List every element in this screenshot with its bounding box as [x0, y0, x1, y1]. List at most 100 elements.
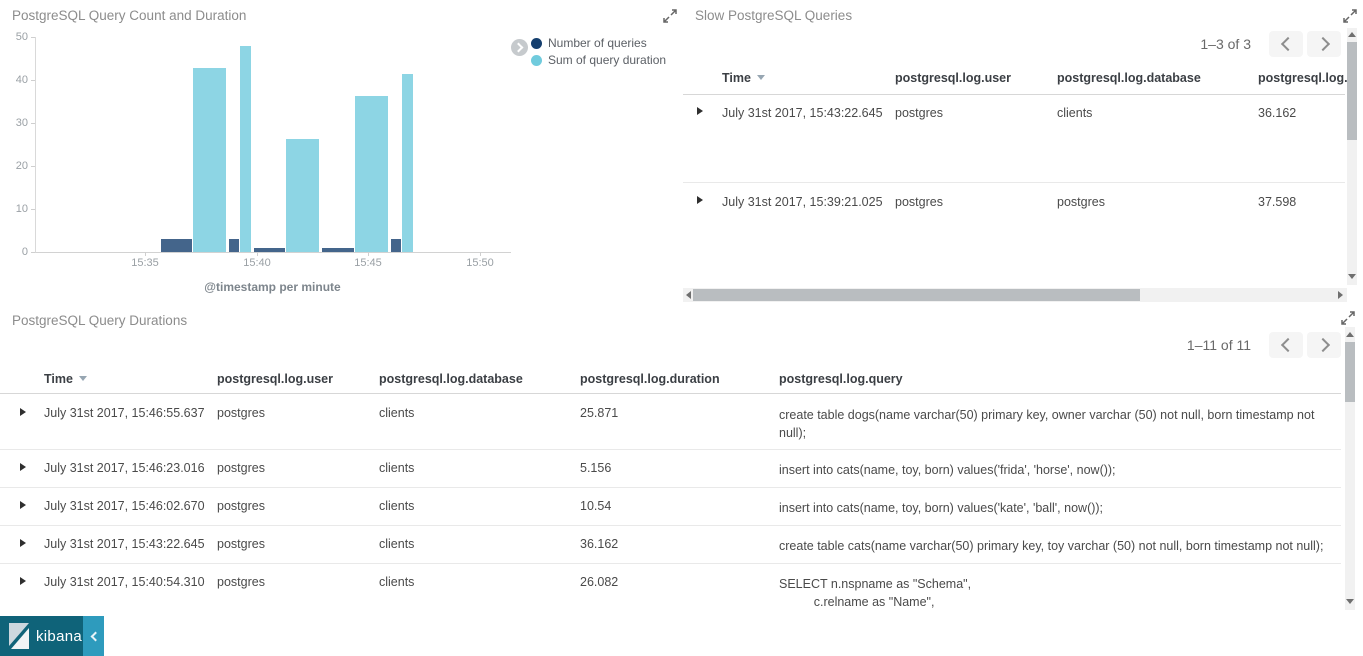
row-expand-caret-icon[interactable]: [20, 463, 26, 471]
panel-query-durations: PostgreSQL Query Durations 1–11 of 11 Ti…: [0, 305, 1363, 612]
pagination-label: 1–11 of 11: [1186, 337, 1251, 353]
scroll-down-icon[interactable]: [1348, 274, 1356, 279]
cell-duration: 37.598: [1258, 195, 1297, 209]
scrollbar-thumb[interactable]: [1347, 42, 1357, 140]
panel-query-count-duration: PostgreSQL Query Count and Duration 0 10 2…: [0, 0, 683, 305]
cell-database: clients: [379, 537, 415, 551]
chart-bar-duration[interactable]: [402, 74, 413, 252]
pagination-label: 1–3 of 3: [1200, 36, 1251, 52]
row-expand-caret-icon[interactable]: [697, 196, 703, 204]
cell-duration: 25.871: [580, 406, 619, 420]
chevron-left-icon: [1280, 36, 1295, 52]
cell-time: July 31st 2017, 15:43:22.645: [44, 537, 205, 551]
cell-user: postgres: [217, 537, 265, 551]
x-axis-tick-mark: [257, 252, 258, 256]
legend-item-duration[interactable]: Sum of query duration: [531, 53, 666, 67]
y-axis-tick-label: 30: [15, 117, 28, 129]
x-axis-tick-label: 15:40: [243, 257, 271, 269]
cell-database: clients: [379, 406, 415, 420]
column-header-duration[interactable]: postgresql.log.: [1258, 71, 1348, 85]
y-axis-tick-mark: [31, 37, 35, 38]
legend-swatch-queries: [531, 37, 542, 49]
legend-item-queries[interactable]: Number of queries: [531, 36, 647, 50]
expand-panel-icon[interactable]: [1343, 9, 1357, 23]
vertical-scrollbar[interactable]: [1345, 327, 1355, 610]
x-axis-tick-label: 15:50: [466, 257, 494, 269]
column-header-query[interactable]: postgresql.log.query: [779, 372, 903, 386]
x-axis-tick-mark: [368, 252, 369, 256]
cell-time: July 31st 2017, 15:40:54.310: [44, 575, 205, 589]
cell-database: clients: [379, 575, 415, 589]
row-expand-caret-icon[interactable]: [20, 539, 26, 547]
chart-bar-queries[interactable]: [391, 239, 401, 252]
cell-duration: 36.162: [580, 537, 619, 551]
chevron-right-icon: [1315, 337, 1330, 353]
x-axis-tick-label: 15:45: [354, 257, 382, 269]
horizontal-scrollbar[interactable]: [683, 288, 1347, 302]
kibana-logo-icon: [9, 623, 29, 649]
chart-bar-duration[interactable]: [240, 46, 251, 252]
cell-duration: 5.156: [580, 461, 612, 475]
panel-slow-queries: Slow PostgreSQL Queries 1–3 of 3 Time po…: [683, 0, 1363, 305]
scroll-down-icon[interactable]: [1346, 599, 1354, 604]
row-expand-caret-icon[interactable]: [697, 107, 703, 115]
column-header-database[interactable]: postgresql.log.database: [379, 372, 523, 386]
x-axis-tick-mark: [480, 252, 481, 256]
chart-bar-duration[interactable]: [193, 68, 226, 252]
expand-panel-icon[interactable]: [1341, 311, 1355, 325]
x-axis-tick-label: 15:35: [131, 257, 159, 269]
cell-user: postgres: [217, 406, 265, 420]
cell-query: create table dogs(name varchar(50) prima…: [779, 408, 1318, 440]
cell-duration: 26.082: [580, 575, 619, 589]
kibana-logo: kibana: [0, 616, 83, 656]
y-axis-tick-label: 0: [21, 246, 28, 258]
cell-user: postgres: [895, 106, 943, 120]
expand-panel-icon[interactable]: [663, 9, 677, 23]
scrollbar-thumb[interactable]: [693, 289, 1140, 301]
cell-query: create table cats(name varchar(50) prima…: [779, 539, 1324, 553]
sidebar-collapse-button[interactable]: [83, 616, 104, 656]
cell-database: clients: [379, 499, 415, 513]
scrollbar-thumb[interactable]: [1345, 342, 1355, 402]
cell-time: July 31st 2017, 15:39:21.025: [722, 195, 883, 209]
y-axis-tick-mark: [31, 123, 35, 124]
scroll-up-icon[interactable]: [1348, 32, 1356, 37]
column-header-user[interactable]: postgresql.log.user: [217, 372, 333, 386]
column-header-database[interactable]: postgresql.log.database: [1057, 71, 1201, 85]
scroll-right-icon[interactable]: [1338, 291, 1343, 299]
chart-bar-duration[interactable]: [355, 96, 388, 252]
column-header-user[interactable]: postgresql.log.user: [895, 71, 1011, 85]
pagination-next-button[interactable]: [1307, 332, 1341, 358]
chart-bar-queries[interactable]: [161, 239, 192, 252]
y-axis-tick-mark: [31, 252, 35, 253]
pagination-next-button[interactable]: [1307, 31, 1341, 57]
chart-bar-duration[interactable]: [286, 139, 319, 252]
row-expand-caret-icon[interactable]: [20, 501, 26, 509]
panel-title: Slow PostgreSQL Queries: [695, 8, 853, 23]
cell-time: July 31st 2017, 15:46:02.670: [44, 499, 205, 513]
legend-toggle-icon[interactable]: [511, 39, 528, 56]
bar-chart-plot: [35, 37, 511, 253]
pagination-prev-button[interactable]: [1269, 31, 1303, 57]
scroll-up-icon[interactable]: [1346, 332, 1354, 337]
column-header-duration[interactable]: postgresql.log.duration: [580, 372, 720, 386]
scroll-left-icon[interactable]: [686, 291, 691, 299]
y-axis-tick-mark: [31, 80, 35, 81]
row-expand-caret-icon[interactable]: [20, 577, 26, 585]
pagination-prev-button[interactable]: [1269, 332, 1303, 358]
cell-query: SELECT n.nspname as "Schema", c.relname …: [779, 577, 972, 609]
chart-bar-queries[interactable]: [322, 248, 354, 252]
column-header-time[interactable]: Time: [44, 372, 87, 386]
row-expand-caret-icon[interactable]: [20, 408, 26, 416]
sort-caret-down-icon: [756, 75, 765, 80]
chart-bar-queries[interactable]: [229, 239, 239, 252]
vertical-scrollbar[interactable]: [1347, 28, 1357, 285]
legend-swatch-duration: [531, 54, 542, 66]
chevron-left-icon: [90, 631, 100, 641]
cell-duration: 10.54: [580, 499, 612, 513]
column-header-time[interactable]: Time: [722, 71, 765, 85]
panel-title: PostgreSQL Query Durations: [12, 313, 188, 328]
cell-user: postgres: [217, 461, 265, 475]
chart-bar-queries[interactable]: [254, 248, 285, 252]
